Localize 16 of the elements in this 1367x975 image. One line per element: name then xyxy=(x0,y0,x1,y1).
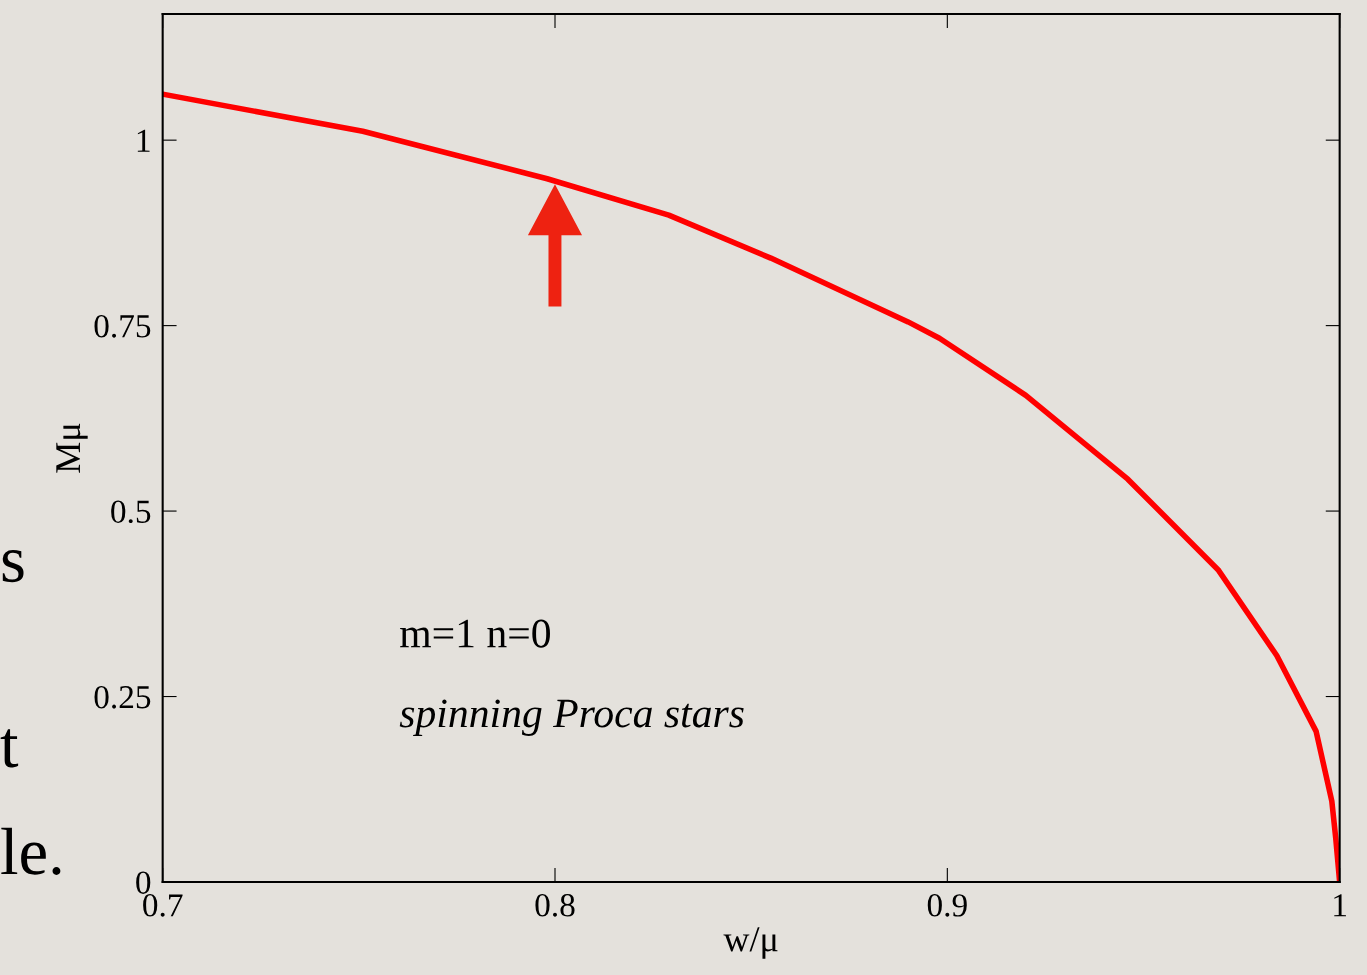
y-axis-title: Mμ xyxy=(56,423,88,473)
text: le. xyxy=(1,827,61,875)
y-tick-label: 0.5 xyxy=(111,500,151,524)
x-tick-label: 1 xyxy=(1334,894,1346,917)
x-tick-label: 0.7 xyxy=(143,894,183,917)
y-tick-label: 0 xyxy=(136,871,151,894)
annotation: spinning Proca stars xyxy=(399,699,744,736)
x-axis-title: w/μ xyxy=(723,927,778,959)
annotation: m=1 n=0 xyxy=(400,619,550,648)
y-tick-label: 1 xyxy=(137,129,150,152)
text: s xyxy=(2,550,24,583)
text: t xyxy=(0,729,19,768)
x-tick-label: 0.9 xyxy=(927,894,967,917)
y-tick-label: 0.75 xyxy=(94,315,151,338)
y-tick-label: 0.25 xyxy=(94,685,151,709)
x-tick-label: 0.8 xyxy=(535,894,575,917)
